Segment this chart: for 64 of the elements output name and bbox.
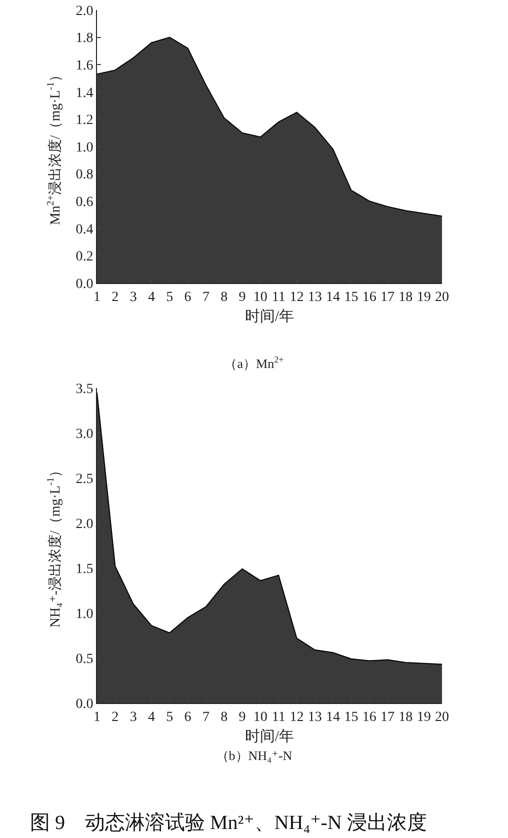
y-tick-label: 0.0 (76, 276, 94, 292)
x-tick-label: 18 (398, 290, 413, 305)
x-tick-label: 9 (238, 710, 246, 725)
y-tick-label: 0.5 (76, 652, 94, 667)
x-tick-label: 11 (272, 710, 286, 725)
x-tick-label: 16 (362, 290, 376, 305)
x-tick-label: 5 (166, 290, 174, 305)
y-tick-label: 0.6 (76, 195, 94, 210)
y-tick-label: 2.0 (76, 4, 94, 19)
x-tick-label: 8 (220, 290, 228, 305)
x-tick-label: 4 (148, 290, 155, 305)
x-tick-label: 17 (380, 710, 395, 725)
x-tick-label: 13 (308, 710, 322, 725)
x-tick-label: 13 (308, 290, 322, 305)
x-tick-label: 11 (272, 290, 286, 305)
y-tick-label: 0.4 (76, 222, 94, 238)
x-tick-label: 7 (202, 290, 210, 305)
x-tick-label: 15 (344, 710, 358, 725)
x-tick-label: 10 (253, 290, 268, 305)
x-tick-label: 1 (94, 290, 100, 305)
x-tick-label: 10 (253, 710, 268, 725)
x-tick-label: 4 (148, 710, 155, 725)
y-tick-label: 1.2 (76, 113, 94, 128)
x-tick-label: 19 (416, 290, 431, 305)
y-tick-label: 1.0 (76, 606, 94, 622)
text: （b）NH₄⁺-N (216, 748, 293, 763)
x-tick-label: 17 (380, 290, 395, 305)
text: （a）Mn$^{2+}$ (224, 354, 284, 371)
x-tick-label: 5 (166, 710, 174, 725)
y-tick-label: 1.0 (76, 140, 94, 156)
y-tick-label: 3.0 (76, 426, 94, 442)
y-tick-label: 2.0 (76, 516, 94, 532)
x-tick-label: 20 (435, 710, 449, 725)
x-tick-label: 6 (184, 710, 192, 725)
x-tick-label: 19 (416, 710, 431, 725)
x-axis-title: 时间/年 (244, 308, 294, 325)
y-tick-label: 0.2 (76, 250, 94, 265)
y-tick-label: 2.5 (76, 472, 94, 487)
x-tick-label: 3 (130, 290, 137, 305)
caption: 图 9 动态淋溶试验 Mn²⁺、NH₄⁺-N 浸出浓度 (30, 812, 427, 834)
x-tick-label: 18 (398, 710, 413, 725)
y-tick-label: 0.0 (76, 696, 94, 712)
x-tick-label: 14 (326, 290, 340, 305)
x-tick-label: 9 (238, 290, 246, 305)
x-tick-label: 14 (326, 710, 340, 725)
y-tick-label: 0.8 (76, 168, 94, 183)
x-tick-label: 7 (202, 710, 210, 725)
y-tick-label: 3.5 (76, 382, 94, 397)
y-tick-label: 1.6 (76, 58, 94, 74)
y-tick-label: 1.4 (76, 86, 94, 101)
x-tick-label: 3 (130, 710, 137, 725)
x-tick-label: 1 (94, 710, 100, 725)
x-tick-label: 12 (290, 710, 304, 725)
x-tick-label: 8 (220, 710, 228, 725)
y-tick-label: 1.5 (76, 562, 94, 577)
y-tick-label: 1.8 (76, 31, 94, 46)
x-axis-title: 时间/年 (244, 728, 294, 745)
x-tick-label: 16 (362, 710, 376, 725)
x-tick-label: 15 (344, 290, 358, 305)
x-tick-label: 2 (112, 710, 119, 725)
x-tick-label: 20 (435, 290, 449, 305)
x-tick-label: 6 (184, 290, 192, 305)
x-tick-label: 2 (112, 290, 119, 305)
x-tick-label: 12 (290, 290, 304, 305)
